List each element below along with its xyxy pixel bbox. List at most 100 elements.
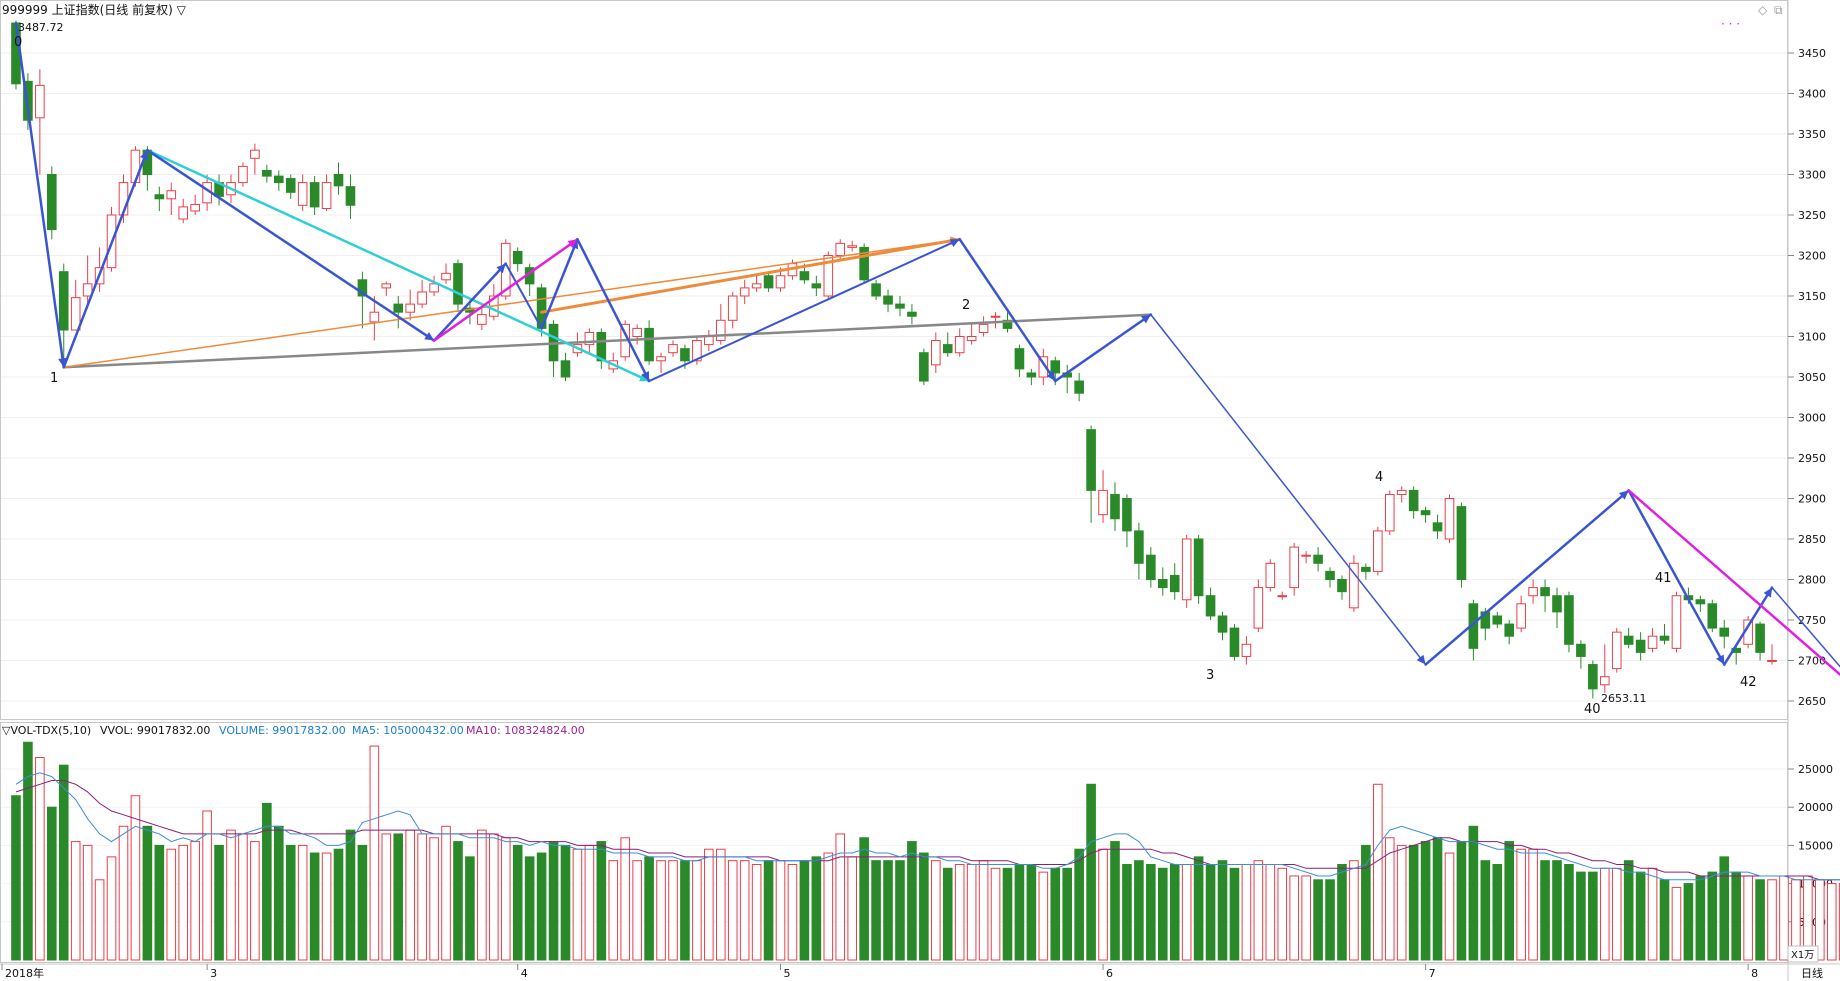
candle-down <box>811 283 822 289</box>
wave-down-c <box>504 262 543 330</box>
candles <box>11 20 1777 699</box>
x-axis-months: 2018年3456789 <box>1 964 1758 980</box>
candle-up <box>835 242 846 257</box>
wave-down-e <box>576 238 651 383</box>
candle-up <box>1277 595 1288 598</box>
month-label: 2018年 <box>5 966 44 980</box>
volume-bar-down <box>1588 871 1598 961</box>
price-tick-label: 2700 <box>1798 655 1826 668</box>
volume-bar-down <box>680 860 690 961</box>
volume-bar-down <box>309 852 320 961</box>
candle-down <box>262 169 272 177</box>
volume-bar-down <box>1468 825 1479 961</box>
low-price-label: 2653.11 <box>1601 692 1647 705</box>
volume-bar-up <box>990 867 1001 961</box>
dots-indicator: · · · <box>1721 17 1740 31</box>
wave-2-3 <box>1150 313 1427 666</box>
candle-down <box>1086 429 1096 491</box>
candle-up <box>847 245 857 248</box>
volume-bar-down <box>357 844 368 961</box>
period-label[interactable]: 日线 <box>1801 966 1823 980</box>
volume-bar-up <box>668 860 678 961</box>
price-tick-label: 3050 <box>1798 371 1826 384</box>
candle-up <box>321 182 332 210</box>
candle-up <box>1767 660 1777 662</box>
candle-down <box>1635 639 1646 653</box>
candle-up <box>715 319 726 342</box>
candle-up <box>1038 356 1049 378</box>
volume-bar-down <box>536 852 547 961</box>
candle-down <box>560 360 571 378</box>
wave-down-a <box>146 148 436 342</box>
volume-bar-down <box>154 844 165 961</box>
candle-up <box>584 331 595 346</box>
volume-bar-up <box>381 833 392 961</box>
candle-down <box>799 271 810 281</box>
wave-up-2-arrowhead <box>1140 314 1151 324</box>
magenta-line-1-arrowhead <box>567 239 578 249</box>
volume-bar-up <box>1098 848 1108 961</box>
volume-bar-down <box>512 844 523 961</box>
wave-label-0: 0 <box>14 35 22 50</box>
volume-bar-down <box>1719 856 1730 961</box>
volume-bar-down <box>883 860 893 961</box>
volume-bar-down <box>1552 860 1562 961</box>
candle-up <box>632 327 642 337</box>
wave-label-4: 4 <box>1375 470 1383 485</box>
volume-bar-up <box>584 844 595 961</box>
volume-bar-up <box>1253 860 1264 961</box>
wave-label-2: 2 <box>962 298 970 313</box>
candle-down <box>1707 603 1718 629</box>
price-tick-label: 2650 <box>1798 695 1826 708</box>
cyan-trend-line-arrowhead <box>639 373 650 382</box>
volume-bar-up <box>429 837 439 961</box>
volume-bar-down <box>1659 879 1670 961</box>
volume-value: VOLUME: 99017832.00 <box>219 724 346 737</box>
month-label: 5 <box>784 967 791 980</box>
volume-bar-down <box>859 837 869 961</box>
restore-icon[interactable]: ⧉ <box>1774 3 1783 17</box>
candle-down <box>333 174 344 187</box>
volume-indicator-name[interactable]: ▽VOL-TDX(5,10) <box>2 724 91 737</box>
volume-bar-down <box>763 860 774 961</box>
volume-bar-up <box>1767 879 1777 961</box>
candle-up <box>656 356 666 362</box>
diamond-icon[interactable]: ◇ <box>1758 3 1768 17</box>
volume-bar-up <box>1265 864 1276 961</box>
volume-bar-up <box>1743 875 1753 961</box>
candle-up <box>823 255 834 297</box>
volume-bar-down <box>1755 879 1765 961</box>
price-tick-label: 3200 <box>1798 250 1826 263</box>
volume-bar-down <box>942 867 953 961</box>
candle-down <box>1122 498 1132 532</box>
volume-bar-up <box>118 825 129 961</box>
volume-bar-down <box>285 844 296 961</box>
wave-up-f-arrowhead <box>949 239 960 247</box>
volume-bar-down <box>1313 879 1323 961</box>
volume-tick-label: 20000 <box>1798 801 1833 814</box>
volume-bar-down <box>1707 871 1718 961</box>
candle-up <box>429 283 439 293</box>
month-label: 8 <box>1751 967 1758 980</box>
volume-bar-down <box>1731 871 1741 961</box>
volume-bar-up <box>1373 783 1383 961</box>
volume-bar-down <box>1456 841 1467 961</box>
candle-up <box>1349 562 1359 609</box>
volume-bar-down <box>1408 844 1419 961</box>
wave-2-3-arrowhead <box>1416 654 1426 665</box>
volume-bar-down <box>453 841 463 961</box>
volume-bar-down <box>560 844 571 961</box>
volume-bar-up <box>966 864 977 961</box>
volume-bar-down <box>1146 864 1156 961</box>
volume-bar-up <box>632 860 642 961</box>
price-tick-label: 2750 <box>1798 614 1826 627</box>
volume-bar-down <box>1337 864 1347 961</box>
candle-down <box>453 263 463 305</box>
candle-up <box>441 272 451 281</box>
volume-bar-up <box>704 848 714 961</box>
candle-up <box>931 340 941 366</box>
wave-down-h <box>1627 489 1726 666</box>
volume-bar-up <box>835 833 846 961</box>
chart-title[interactable]: 999999 上证指数(日线 前复权) ▽ <box>2 2 187 17</box>
